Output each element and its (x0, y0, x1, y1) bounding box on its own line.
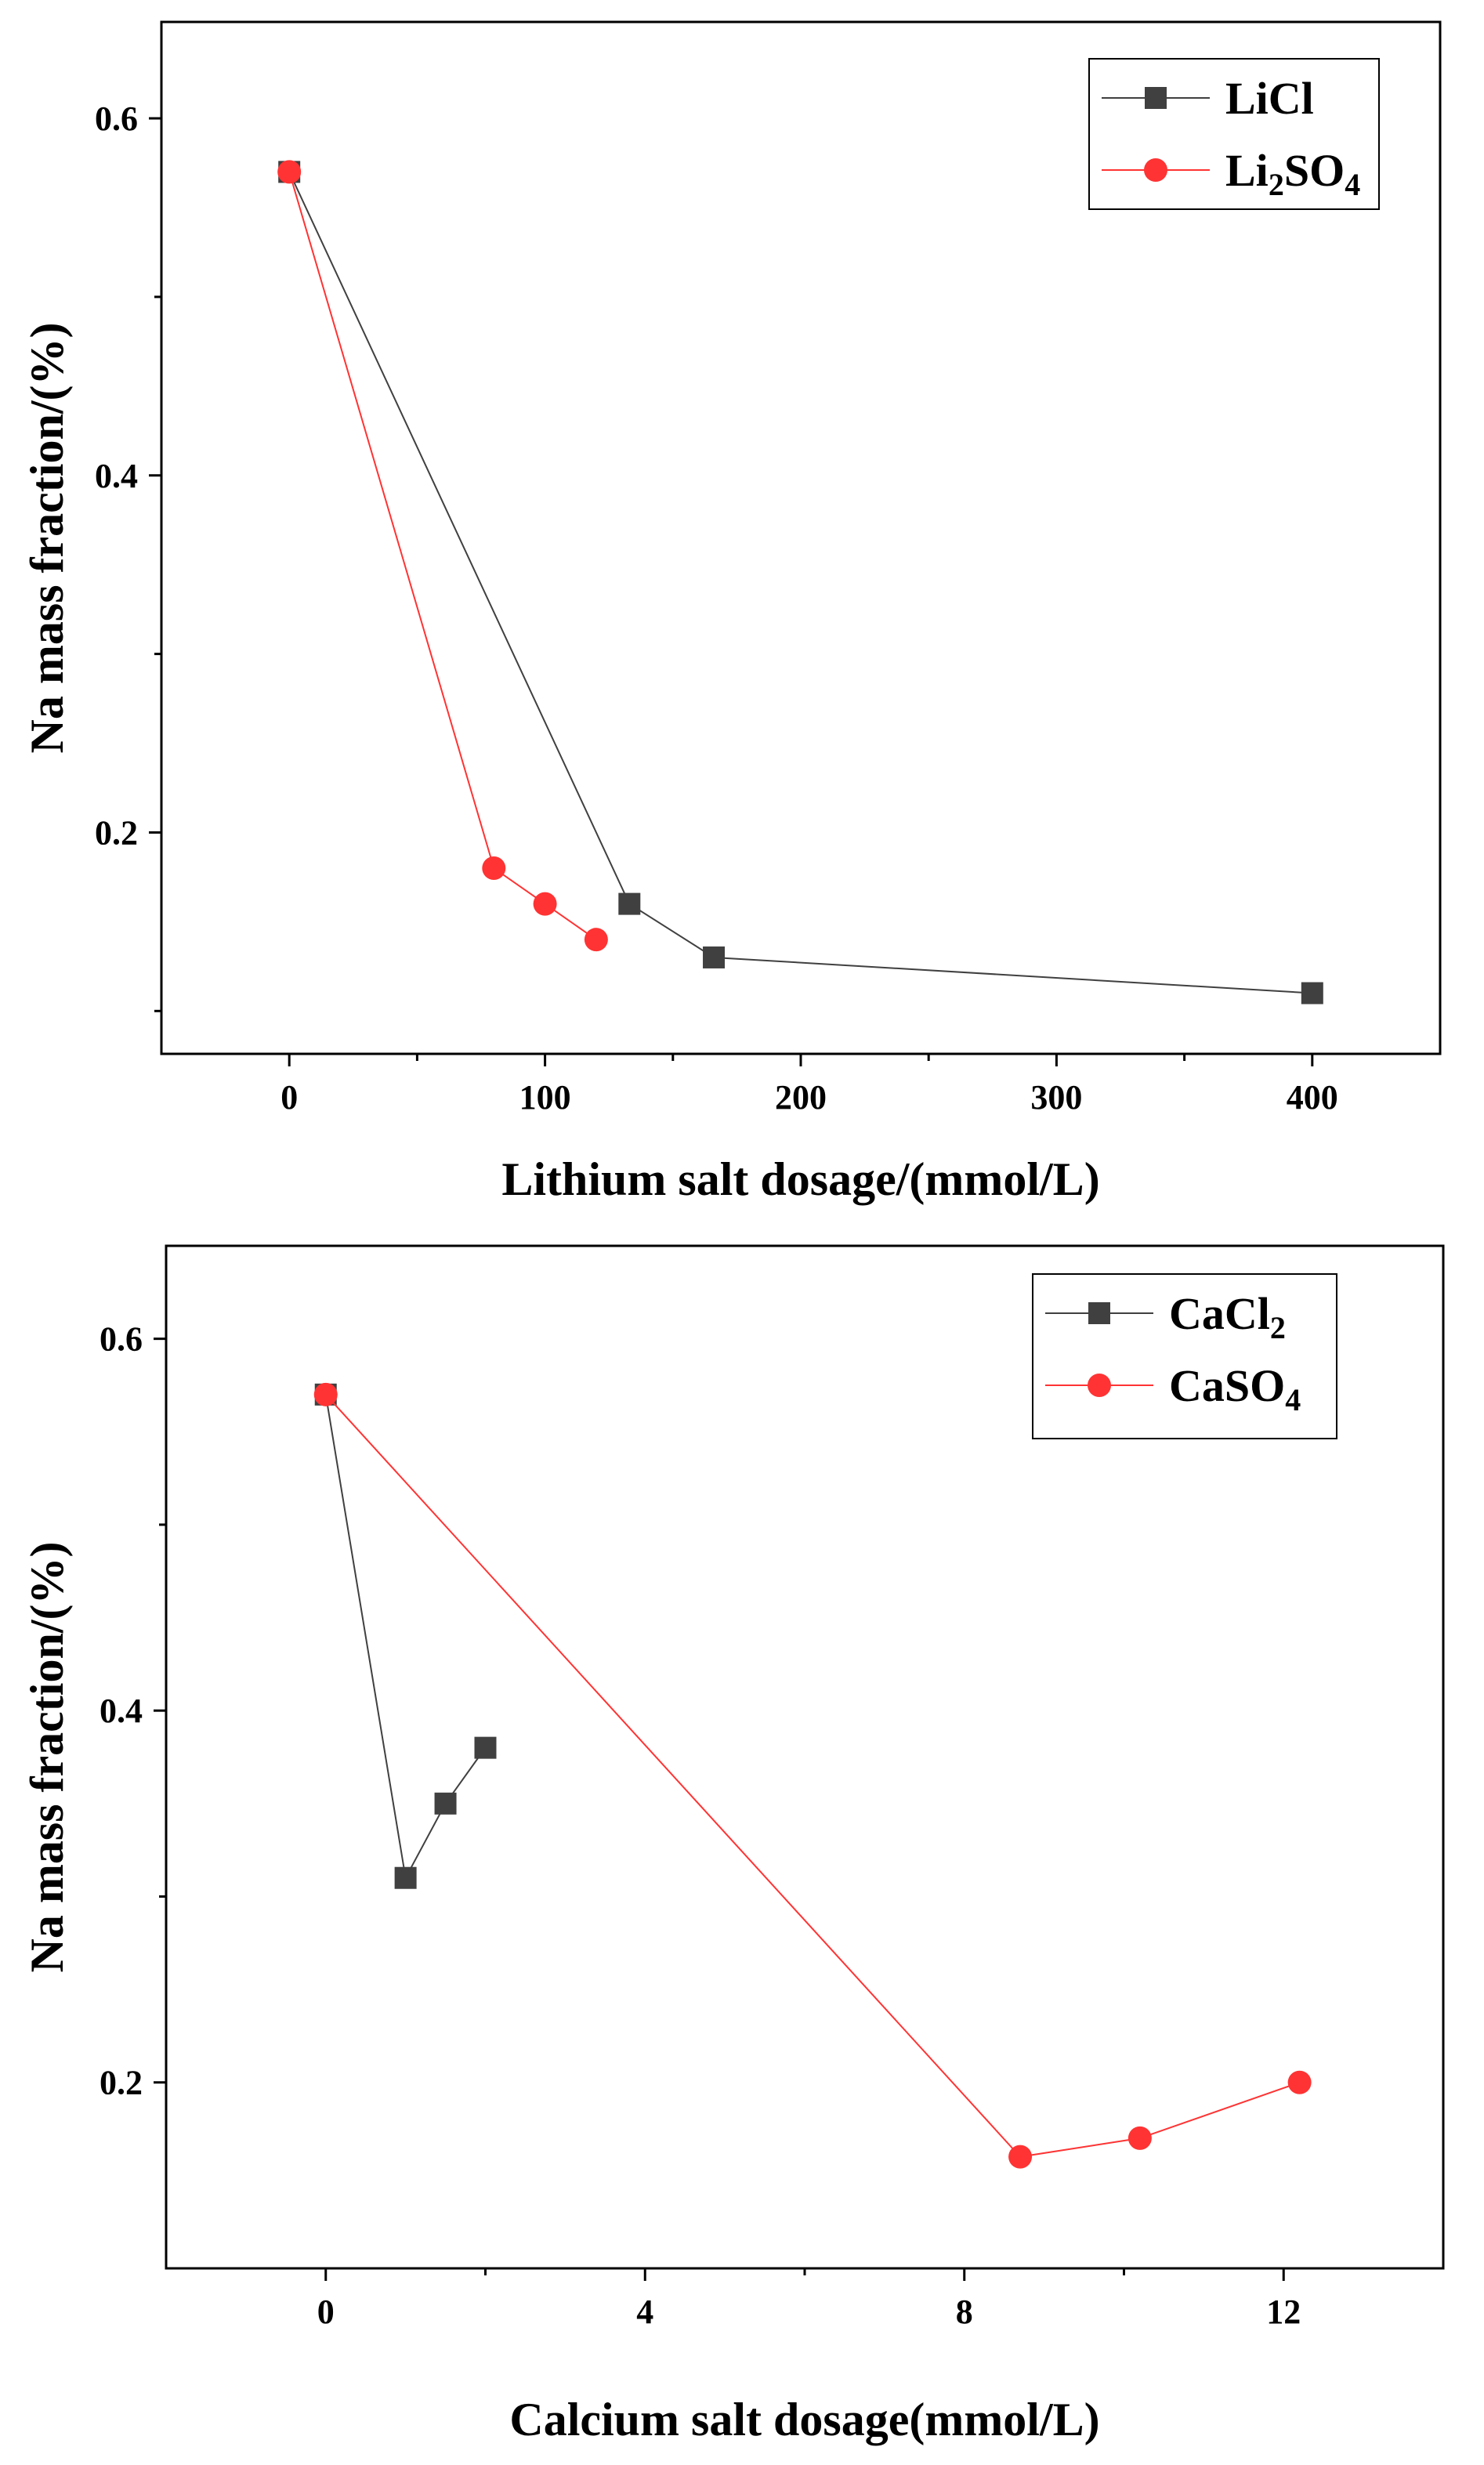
legend-label: CaSO4 (1169, 1360, 1301, 1417)
series-CaSO4 (313, 1382, 1312, 2169)
data-point-CaSO4 (313, 1382, 338, 1406)
legend-box (1088, 58, 1380, 210)
data-point-Li2SO4 (584, 928, 608, 952)
y-tick-label: 0.2 (95, 813, 138, 852)
legend-marker (1088, 1374, 1111, 1397)
y-tick-label: 0.6 (100, 1320, 143, 1359)
legend: CaCl2 CaSO4 (1032, 1273, 1337, 1439)
y-tick-label: 0.2 (100, 2064, 143, 2102)
legend: LiCl Li2SO4 (1088, 58, 1380, 210)
y-tick-label: 0.4 (100, 1692, 143, 1730)
series-line-LiCl (288, 171, 1312, 994)
data-point-LiCl (703, 946, 726, 968)
data-point-Li2SO4 (277, 160, 302, 184)
legend-label: LiCl (1225, 73, 1314, 124)
data-point-CaSO4 (1008, 2145, 1033, 2169)
legend-entry-LiCl: LiCl (1102, 73, 1314, 124)
x-tick-label: 0 (317, 2293, 335, 2331)
x-axis-title: Lithium salt dosage/(mmol/L) (501, 1153, 1099, 1205)
data-point-CaCl2 (394, 1866, 417, 1889)
data-point-LiCl (1301, 982, 1323, 1004)
x-tick-label: 200 (775, 1078, 827, 1117)
legend-entry-CaCl2: CaCl2 (1045, 1288, 1286, 1345)
data-point-CaCl2 (474, 1736, 497, 1759)
series-line-CaSO4 (325, 1394, 1300, 2158)
legend-label: CaCl2 (1169, 1288, 1286, 1345)
chart-panel-2: 0 4 8 12 0.2 0.4 0.6 Calcium salt dosage(mmol/L… (21, 1244, 1445, 2445)
data-point-CaSO4 (1287, 2070, 1312, 2094)
y-axis-title: Na mass fraction/(%) (21, 323, 73, 754)
y-tick-label: 0.4 (95, 457, 138, 495)
x-tick-label: 300 (1030, 1078, 1082, 1117)
data-point-Li2SO4 (533, 892, 557, 916)
series-line-Li2SO4 (288, 172, 597, 940)
data-point-CaCl2 (434, 1792, 457, 1815)
x-tick-label: 8 (956, 2293, 973, 2331)
chart-panel-1: 0 100 200 300 400 0.2 0.4 0.6 Lithium salt dosag… (21, 20, 1442, 1205)
data-point-CaSO4 (1127, 2126, 1152, 2150)
legend-marker (1145, 87, 1167, 109)
series-CaCl2 (314, 1383, 497, 1889)
data-point-Li2SO4 (482, 856, 506, 881)
series-LiCl (278, 161, 1323, 1004)
x-tick-label: 12 (1266, 2293, 1301, 2331)
series-line-CaCl2 (324, 1394, 487, 1880)
legend-label: Li2SO4 (1225, 145, 1360, 202)
data-point-LiCl (618, 892, 641, 915)
x-tick-label: 4 (636, 2293, 653, 2331)
x-tick-label: 400 (1287, 1078, 1338, 1117)
x-axis-title: Calcium salt dosage(mmol/L) (509, 2394, 1099, 2445)
x-tick-label: 100 (519, 1078, 571, 1117)
x-tick-label: 0 (281, 1078, 298, 1117)
y-axis-title: Na mass fraction/(%) (21, 1542, 73, 1973)
legend-box (1032, 1273, 1337, 1439)
legend-marker (1088, 1302, 1110, 1324)
series-Li2SO4 (277, 160, 608, 952)
legend-entry-CaSO4: CaSO4 (1045, 1360, 1301, 1417)
legend-entry-Li2SO4: Li2SO4 (1102, 145, 1360, 202)
legend-marker (1144, 158, 1167, 182)
y-tick-label: 0.6 (95, 100, 138, 138)
